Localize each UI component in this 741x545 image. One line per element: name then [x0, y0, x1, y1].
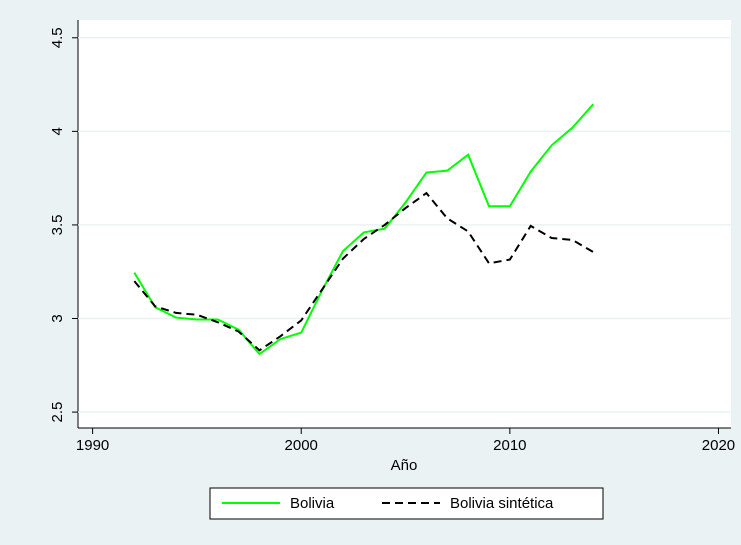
- x-axis-title: Año: [391, 457, 418, 474]
- y-tick-label: 2.5: [49, 402, 66, 423]
- x-tick-label: 1990: [76, 437, 109, 454]
- plot-area: [78, 20, 731, 428]
- series-line: [133, 103, 595, 356]
- legend-label: Bolivia sintética: [450, 495, 554, 512]
- y-tick-label: 3: [49, 314, 66, 322]
- y-tick-label: 4.5: [49, 27, 66, 48]
- x-tick-label: 2000: [285, 437, 318, 454]
- series-line: [133, 191, 594, 352]
- x-tick-label: 2010: [493, 437, 526, 454]
- x-tick-label: 2020: [702, 437, 735, 454]
- y-tick-label: 4: [49, 127, 66, 135]
- legend-label: Bolivia: [290, 495, 335, 512]
- y-tick-label: 3.5: [49, 215, 66, 236]
